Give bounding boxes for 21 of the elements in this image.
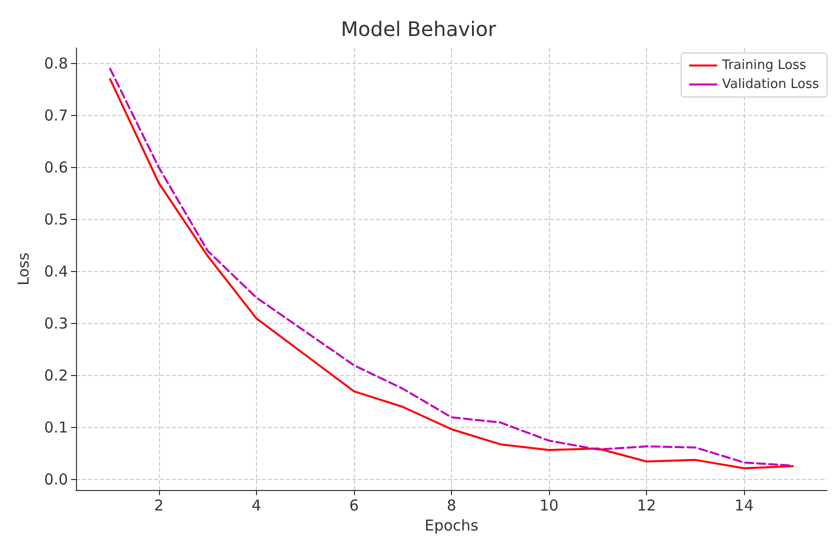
x-tick-label: 4: [252, 496, 262, 515]
legend-label: Training Loss: [721, 58, 806, 73]
x-tick-label: 12: [637, 496, 656, 515]
x-tick-label: 8: [446, 496, 456, 515]
legend-label: Validation Loss: [722, 77, 820, 92]
y-tick-label: 0.2: [44, 366, 68, 385]
x-axis-title: Epochs: [424, 516, 479, 534]
y-tick-label: 0.3: [44, 314, 68, 333]
y-tick-label: 0.0: [44, 470, 68, 489]
y-tick-label: 0.4: [44, 262, 68, 281]
y-tick-label: 0.6: [44, 158, 68, 177]
y-tick-label: 0.5: [44, 210, 68, 229]
x-tick-label: 2: [154, 496, 164, 515]
y-axis-title: Loss: [14, 252, 32, 286]
chart-title: Model Behavior: [340, 17, 497, 41]
x-tick-label: 10: [539, 496, 559, 515]
x-tick-label: 14: [734, 496, 754, 515]
y-tick-label: 0.8: [44, 54, 68, 73]
y-tick-label: 0.7: [44, 106, 68, 125]
y-tick-label: 0.1: [44, 418, 68, 437]
x-tick-label: 6: [349, 496, 359, 515]
